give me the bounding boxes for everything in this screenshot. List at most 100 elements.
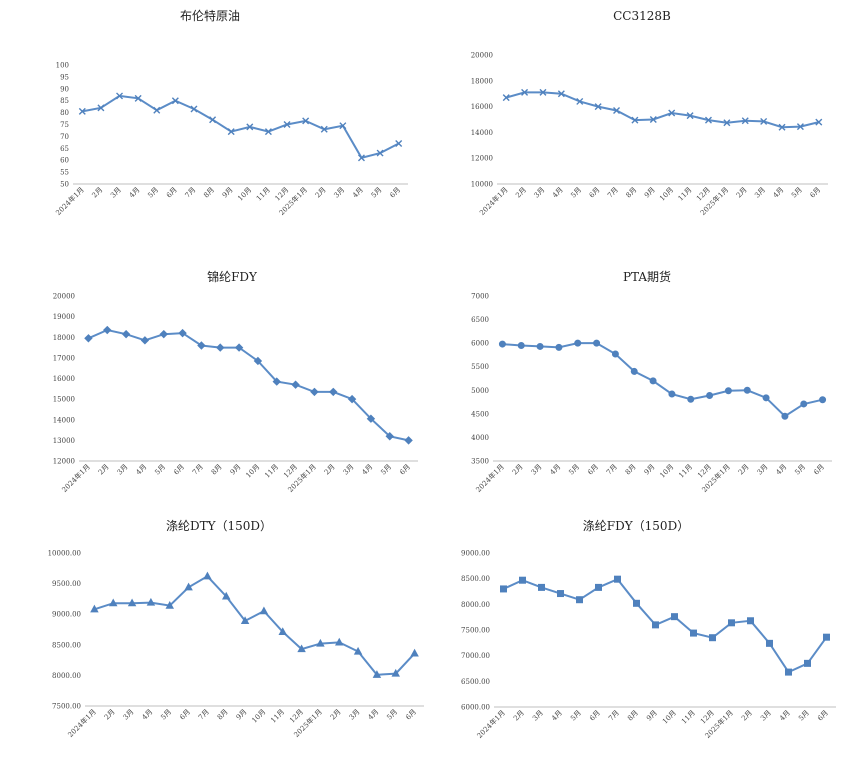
series-line: [82, 94, 400, 159]
data-points: [500, 575, 830, 676]
chart-title: 锦纶FDY: [207, 270, 258, 284]
data-point: [668, 390, 676, 398]
data-point: [778, 123, 786, 131]
x-tick-label: 2024年1月: [474, 462, 506, 494]
x-tick-label: 2月: [103, 708, 117, 722]
data-point: [743, 386, 751, 394]
data-point: [652, 621, 659, 629]
data-point: [395, 140, 403, 148]
x-tick-label: 5月: [146, 186, 160, 200]
y-tick-label: 5500: [471, 363, 489, 371]
data-point: [253, 356, 263, 366]
data-point: [633, 599, 640, 607]
x-tick-label: 2024年1月: [54, 185, 86, 217]
x-tick-label: 3月: [116, 463, 130, 477]
data-point: [116, 92, 124, 100]
data-point: [353, 646, 363, 655]
chart-2: CC3128B 10000 12000 14000 16000 18000 20000 202…: [471, 9, 828, 217]
data-point: [760, 117, 768, 125]
x-tick-label: 7月: [607, 709, 621, 723]
data-point: [259, 606, 269, 615]
x-tick-label: 10月: [661, 709, 678, 726]
data-point: [668, 109, 676, 117]
data-point: [347, 394, 357, 404]
y-axis: 3500 4000 4500 5000 5500 6000 6500 7000: [471, 293, 489, 466]
data-point: [134, 94, 142, 102]
y-axis: 6000.00 6500.00 7000.00 7500.00 8000.00 8500.…: [461, 550, 490, 712]
y-tick-label: 80: [60, 109, 69, 117]
x-tick-label: 4月: [367, 708, 381, 722]
x-tick-label: 2月: [740, 709, 754, 723]
x-tick-label: 11月: [255, 186, 272, 203]
y-tick-label: 12000: [53, 458, 75, 466]
x-tick-label: 8月: [210, 463, 224, 477]
chart-title: PTA期货: [623, 269, 671, 284]
data-point: [310, 387, 319, 397]
x-tick-label: 9月: [221, 186, 235, 200]
data-point: [521, 88, 529, 96]
x-tick-label: 4月: [772, 186, 786, 200]
x-tick-label: 3月: [342, 463, 356, 477]
chart-4: PTA期货 3500 4000 4500 5000 5500 6000 6500 7000 202…: [471, 269, 832, 494]
data-point: [391, 668, 400, 677]
data-point: [500, 585, 507, 593]
series-line: [503, 577, 828, 674]
x-tick-label: 4月: [351, 186, 365, 200]
y-tick-label: 13000: [53, 437, 75, 445]
y-tick-label: 60: [60, 157, 69, 165]
data-point: [227, 128, 235, 136]
x-tick-label: 11月: [677, 186, 694, 203]
data-point: [216, 343, 225, 352]
data-point: [90, 604, 99, 613]
x-tick-label: 3月: [333, 186, 347, 200]
x-tick-label: 4月: [775, 463, 789, 477]
x-tick-label: 7月: [605, 463, 619, 477]
y-tick-label: 16000: [471, 103, 493, 111]
x-tick-label: 2024年1月: [60, 462, 92, 494]
x-tick-label: 6月: [172, 463, 186, 477]
x-tick-label: 3月: [348, 708, 362, 722]
x-tick-label: 3月: [109, 186, 123, 200]
x-tick-label: 6月: [165, 186, 179, 200]
data-point: [121, 329, 131, 339]
x-tick-label: 7月: [184, 186, 198, 200]
x-tick-label: 2024年1月: [478, 185, 510, 217]
data-point: [372, 670, 382, 678]
x-tick-label: 11月: [263, 463, 280, 480]
x-tick-label: 5月: [159, 708, 173, 722]
data-point: [335, 637, 344, 646]
data-point: [498, 340, 506, 348]
data-point: [594, 103, 602, 111]
chart-title: 涤纶DTY（150D）: [166, 519, 272, 533]
data-point: [649, 116, 657, 123]
data-point: [613, 106, 621, 114]
y-tick-label: 100: [56, 62, 69, 70]
data-point: [178, 328, 187, 338]
data-point: [339, 122, 347, 130]
chart-5: 涤纶DTY（150D） 7500.00 8000.00 8500.00 9000.00 9…: [48, 519, 424, 739]
x-tick-label: 6月: [388, 186, 402, 200]
y-tick-label: 95: [60, 73, 69, 81]
chart-3: 锦纶FDY 12000 13000 14000 15000 16000 17000 18000…: [53, 270, 418, 494]
data-point: [109, 598, 118, 607]
x-tick-label: 9月: [645, 709, 659, 723]
y-tick-label: 90: [60, 85, 69, 93]
data-point: [302, 117, 310, 125]
data-point: [222, 591, 231, 600]
x-tick-label: 10月: [244, 463, 261, 480]
data-point: [595, 583, 602, 591]
x-tick-label: 6月: [588, 186, 602, 200]
data-points: [78, 92, 403, 162]
data-point: [709, 634, 716, 642]
x-tick-label: 4月: [551, 186, 565, 200]
data-point: [519, 576, 526, 584]
data-point: [171, 97, 179, 105]
y-tick-label: 55: [60, 169, 69, 177]
y-tick-label: 6000.00: [461, 704, 490, 712]
y-tick-label: 3500: [471, 458, 489, 466]
data-point: [103, 325, 112, 335]
data-point: [804, 659, 811, 667]
data-point: [593, 339, 601, 347]
